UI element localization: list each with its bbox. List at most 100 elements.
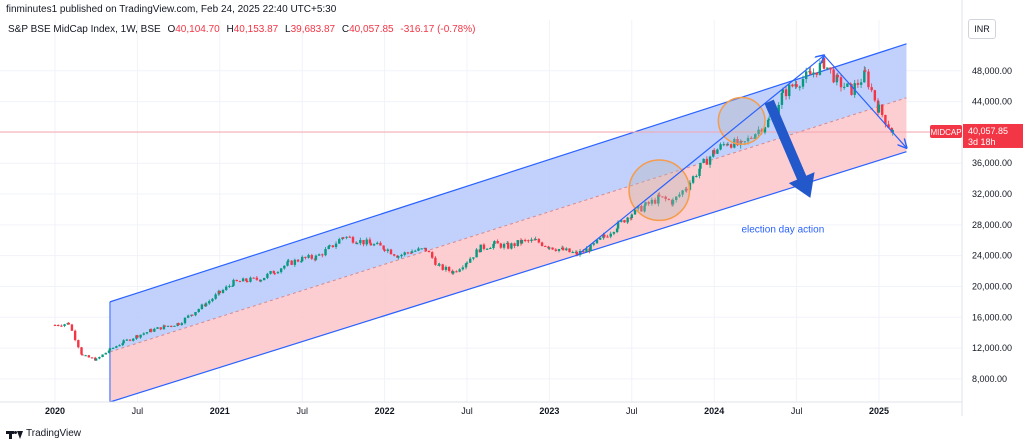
- currency-button[interactable]: INR: [968, 19, 996, 39]
- candle-body: [90, 357, 94, 359]
- candle-body: [81, 354, 84, 356]
- candle-body: [87, 355, 91, 358]
- candle-body: [836, 74, 839, 78]
- candle-body: [702, 158, 705, 163]
- close-value: 40,057.85: [349, 24, 394, 35]
- candle-body: [98, 357, 101, 359]
- candle-body: [705, 158, 709, 165]
- big-arrow: [764, 99, 815, 198]
- candle-body: [420, 248, 423, 250]
- tradingview-logo-icon: [6, 429, 23, 439]
- candle-body: [153, 328, 156, 332]
- candle-body: [403, 252, 406, 255]
- candle-body: [200, 304, 204, 310]
- candle-body: [678, 194, 681, 197]
- y-tick-label: 36,000.00: [972, 158, 1012, 168]
- candle-body: [482, 244, 486, 249]
- candle-body: [740, 140, 743, 143]
- candle-body: [650, 199, 654, 204]
- candle-body: [452, 271, 455, 274]
- candle-body: [290, 260, 293, 265]
- x-axis: 2020 Jul 2021 Jul 2022 Jul 2023 Jul 2024 Jul 2025: [0, 401, 962, 416]
- candle-body: [832, 69, 835, 83]
- candle-body: [736, 139, 739, 146]
- x-tick-label: 2021: [210, 406, 230, 416]
- candle-body: [259, 280, 263, 282]
- candle-body: [441, 264, 444, 270]
- candle-body: [379, 242, 382, 246]
- candle-body: [104, 352, 107, 355]
- candle-body: [276, 272, 280, 274]
- candle-body: [342, 237, 345, 239]
- candle-body: [314, 255, 318, 260]
- y-tick-label: 32,000.00: [972, 189, 1012, 199]
- candle-body: [386, 249, 389, 251]
- candle-body: [493, 241, 496, 244]
- candle-body: [376, 242, 379, 245]
- candle-body: [763, 127, 767, 133]
- candle-body: [746, 137, 750, 142]
- candle-body: [620, 220, 623, 222]
- candle-body: [301, 256, 304, 262]
- candle-body: [612, 232, 616, 234]
- candle-body: [757, 129, 760, 135]
- candle-body: [221, 290, 225, 293]
- candle-body: [667, 199, 671, 201]
- candle-body: [877, 104, 881, 113]
- candle-body: [520, 239, 524, 244]
- candle-body: [626, 217, 629, 223]
- open-value: 40,104.70: [175, 24, 220, 35]
- candle-body: [780, 92, 784, 105]
- candle-body: [455, 271, 458, 273]
- candle-body: [870, 87, 873, 91]
- candle-body: [115, 346, 118, 348]
- candle-body: [795, 84, 798, 87]
- candle-body: [424, 247, 427, 251]
- candle-body: [502, 243, 506, 248]
- candle-body: [238, 281, 242, 283]
- candle-body: [846, 83, 849, 87]
- candle-body: [183, 317, 187, 324]
- annotation-text: election day action: [741, 225, 824, 236]
- candle-body: [510, 243, 513, 249]
- candle-body: [884, 114, 887, 125]
- candle-body: [859, 82, 863, 85]
- candle-body: [606, 236, 609, 238]
- candle-body: [644, 202, 647, 206]
- candle-body: [296, 259, 300, 262]
- candle-body: [507, 243, 510, 249]
- candle-body: [743, 141, 747, 143]
- candle-body: [777, 104, 780, 114]
- x-tick-label: 2022: [375, 406, 395, 416]
- candle-body: [287, 260, 290, 262]
- candle-body: [623, 220, 626, 223]
- candle-body: [142, 333, 145, 335]
- footer-brand[interactable]: TradingView: [6, 428, 81, 439]
- channel-lower-line: [109, 151, 907, 403]
- candle-body: [369, 243, 373, 246]
- candle-body: [461, 267, 465, 270]
- candle-body: [489, 248, 492, 250]
- candle-body: [231, 285, 234, 287]
- symbol-name: S&P BSE MidCap Index, 1W, BSE: [8, 24, 161, 35]
- candle-body: [400, 254, 403, 257]
- candle-body: [107, 350, 111, 353]
- candle-body: [472, 257, 475, 259]
- candle-body: [708, 156, 712, 165]
- change-value: -316.17 (-0.78%): [400, 24, 476, 35]
- candle-body: [685, 189, 688, 191]
- candle-body: [609, 233, 612, 237]
- candle-body: [121, 343, 124, 346]
- candle-body: [354, 242, 358, 244]
- candle-body: [864, 70, 867, 72]
- candle-body: [804, 71, 808, 80]
- candle-body: [716, 149, 719, 154]
- price-tag-countdown: 3d 18h: [968, 137, 996, 147]
- candle-body: [272, 271, 275, 274]
- candle-body: [351, 237, 355, 243]
- candle-body: [328, 245, 331, 247]
- candle-body: [530, 239, 533, 242]
- candle-body: [362, 239, 365, 245]
- channel-upper-line: [109, 43, 907, 303]
